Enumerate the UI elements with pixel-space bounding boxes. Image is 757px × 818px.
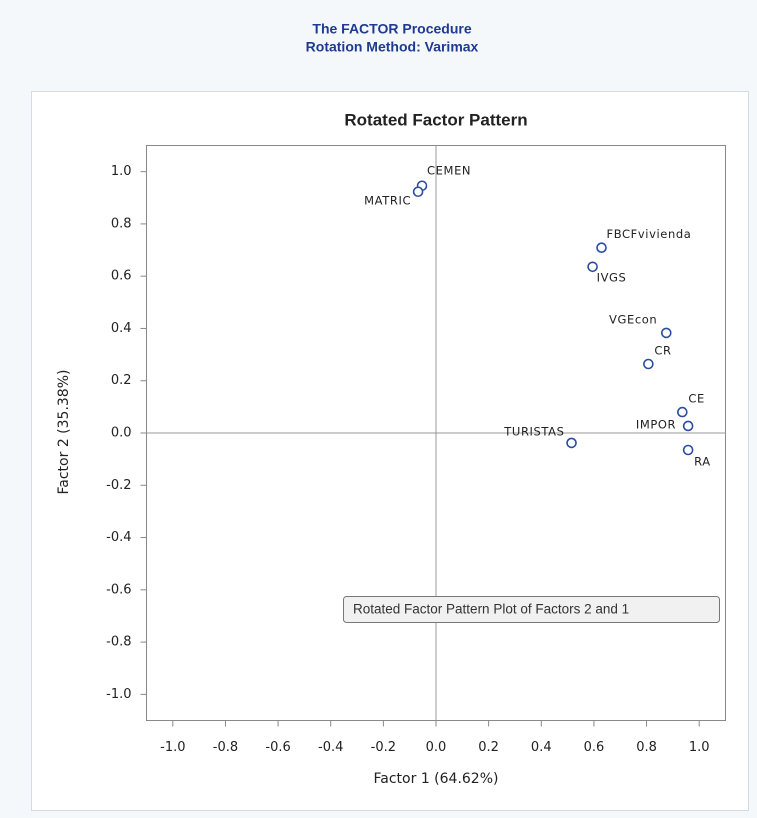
y-tick-label: -1.0 [106, 687, 131, 702]
page-title: The FACTOR Procedure [312, 21, 471, 37]
point-label: CR [654, 344, 671, 358]
point-label: TURISTAS [503, 424, 564, 438]
chart-frame [31, 91, 749, 811]
point-label: CE [688, 392, 705, 406]
x-tick-label: -0.6 [265, 740, 290, 755]
y-tick-label: 0.4 [111, 321, 132, 336]
y-axis-label: Factor 2 (35.38%) [56, 370, 72, 495]
x-tick-label: 0.4 [531, 740, 552, 755]
y-tick-label: -0.6 [106, 582, 131, 597]
x-axis-label: Factor 1 (64.62%) [374, 771, 499, 787]
point-label: CEMEN [427, 163, 471, 177]
y-tick-label: 0.2 [111, 373, 132, 388]
y-tick-label: -0.2 [106, 478, 131, 493]
tooltip: Rotated Factor Pattern Plot of Factors 2… [353, 602, 629, 617]
point [596, 242, 607, 253]
y-tick-label: 1.0 [111, 164, 132, 179]
point [682, 420, 694, 432]
point [412, 186, 424, 198]
point-label: FBCFvivienda [607, 227, 692, 241]
x-tick-label: 0.2 [478, 740, 499, 755]
y-tick-label: 0.0 [111, 426, 132, 441]
point [566, 437, 577, 449]
point-label: RA [694, 454, 711, 468]
point-label: IMPOR [636, 417, 676, 431]
y-tick-label: -0.4 [106, 530, 131, 545]
point-label: IVGS [597, 270, 627, 284]
x-tick-label: 1.0 [689, 740, 710, 755]
x-tick-label: 0.0 [426, 740, 447, 755]
x-tick-label: -0.4 [318, 740, 343, 755]
x-tick-label: 0.8 [636, 740, 657, 755]
point-label: VGEcon [609, 312, 657, 326]
y-tick-label: 0.8 [111, 216, 132, 231]
point-label: MATRIC [364, 193, 411, 207]
point [682, 444, 694, 456]
tooltip-box [343, 596, 720, 623]
point [660, 327, 672, 339]
x-tick-label: -1.0 [160, 740, 185, 755]
x-tick-label: -0.2 [371, 740, 396, 755]
chart-title: Rotated Factor Pattern [344, 110, 527, 129]
point [677, 406, 688, 418]
y-tick-label: -0.8 [106, 635, 131, 650]
page-subtitle: Rotation Method: Varimax [306, 39, 479, 55]
point [643, 358, 654, 370]
y-tick-label: 0.6 [111, 269, 132, 284]
point [587, 261, 598, 273]
x-tick-label: 0.6 [584, 740, 605, 755]
x-tick-label: -0.8 [213, 740, 238, 755]
